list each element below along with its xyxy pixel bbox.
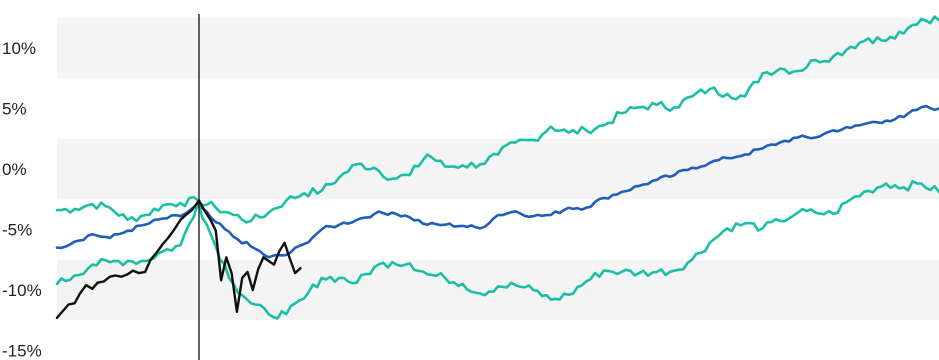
- y-tick-label: -5%: [2, 221, 32, 240]
- y-tick-label: 5%: [2, 100, 27, 119]
- y-tick-label: 10%: [2, 39, 36, 58]
- background-band-2: [57, 259, 939, 321]
- y-tick-label: -10%: [2, 281, 42, 300]
- series-line-lower: [55, 180, 939, 320]
- background-band-1: [57, 138, 939, 200]
- y-axis-tick-labels: 10% 5% 0% -5% -10% -15%: [2, 39, 42, 360]
- series-line-actual: [55, 199, 302, 319]
- background-bands: [57, 17, 939, 321]
- y-tick-label: -15%: [2, 342, 42, 360]
- y-tick-label: 0%: [2, 160, 27, 179]
- series-lines: [55, 15, 939, 320]
- series-line-upper: [55, 15, 939, 224]
- background-band-0: [57, 17, 939, 79]
